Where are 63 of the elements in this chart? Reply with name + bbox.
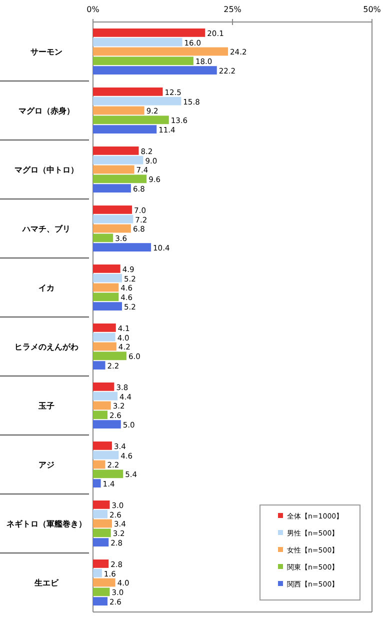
x-tick-label: 0% <box>86 5 100 14</box>
bar <box>93 214 134 224</box>
bar <box>93 292 119 302</box>
bar <box>93 206 132 214</box>
bar <box>93 234 114 242</box>
bar <box>93 66 217 74</box>
bar <box>93 352 126 360</box>
bar <box>93 519 112 528</box>
bar <box>93 361 106 370</box>
y-tick-label: マグロ（中トロ） <box>14 166 78 174</box>
bar <box>93 568 102 578</box>
bar <box>93 224 131 233</box>
bar <box>93 283 119 292</box>
bar <box>93 165 134 174</box>
bar <box>93 479 101 488</box>
bar <box>93 578 116 587</box>
bar <box>93 500 110 509</box>
bar <box>93 264 120 273</box>
y-tick-label: ネギトロ（軍艦巻き） <box>6 520 86 528</box>
y-tick-label: ヒラメのえんがわ <box>14 342 78 352</box>
bar <box>93 442 112 450</box>
bar <box>93 528 111 538</box>
bar <box>93 243 152 252</box>
y-tick-label: マグロ（赤身） <box>18 106 74 116</box>
bar <box>93 392 118 400</box>
bar <box>93 460 106 469</box>
y-tick-label: ハマチ、ブリ <box>22 224 70 234</box>
bar <box>93 184 131 192</box>
bar <box>93 125 157 134</box>
bar <box>93 420 121 428</box>
x-tick-label: 25% <box>224 5 242 14</box>
bar <box>93 342 116 351</box>
bar <box>93 274 122 282</box>
bar <box>93 146 139 155</box>
bar <box>93 106 144 115</box>
bar <box>93 156 144 164</box>
bar <box>93 88 163 96</box>
y-tick-label: 玉子 <box>38 402 54 410</box>
bar <box>93 410 108 420</box>
y-tick-label: イカ <box>38 284 54 292</box>
bar <box>93 588 110 596</box>
bar <box>93 302 122 310</box>
bar <box>93 96 182 106</box>
bar <box>93 382 114 391</box>
bar <box>93 324 116 332</box>
bar <box>93 174 147 184</box>
bar <box>93 47 228 56</box>
y-tick-label: サーモン <box>30 48 62 56</box>
bar <box>93 510 108 518</box>
bar <box>93 470 124 478</box>
y-tick-label: 生エビ <box>34 578 60 588</box>
bar <box>93 560 109 568</box>
bar <box>93 116 169 124</box>
bar <box>93 28 206 37</box>
y-tick-label: アジ <box>38 460 54 470</box>
bar <box>93 597 108 606</box>
bar <box>93 56 194 66</box>
bar <box>93 538 109 546</box>
x-tick-label: 50% <box>363 5 382 14</box>
bar <box>93 332 116 342</box>
bar <box>93 401 111 410</box>
bar <box>93 38 182 46</box>
bar <box>93 450 119 460</box>
